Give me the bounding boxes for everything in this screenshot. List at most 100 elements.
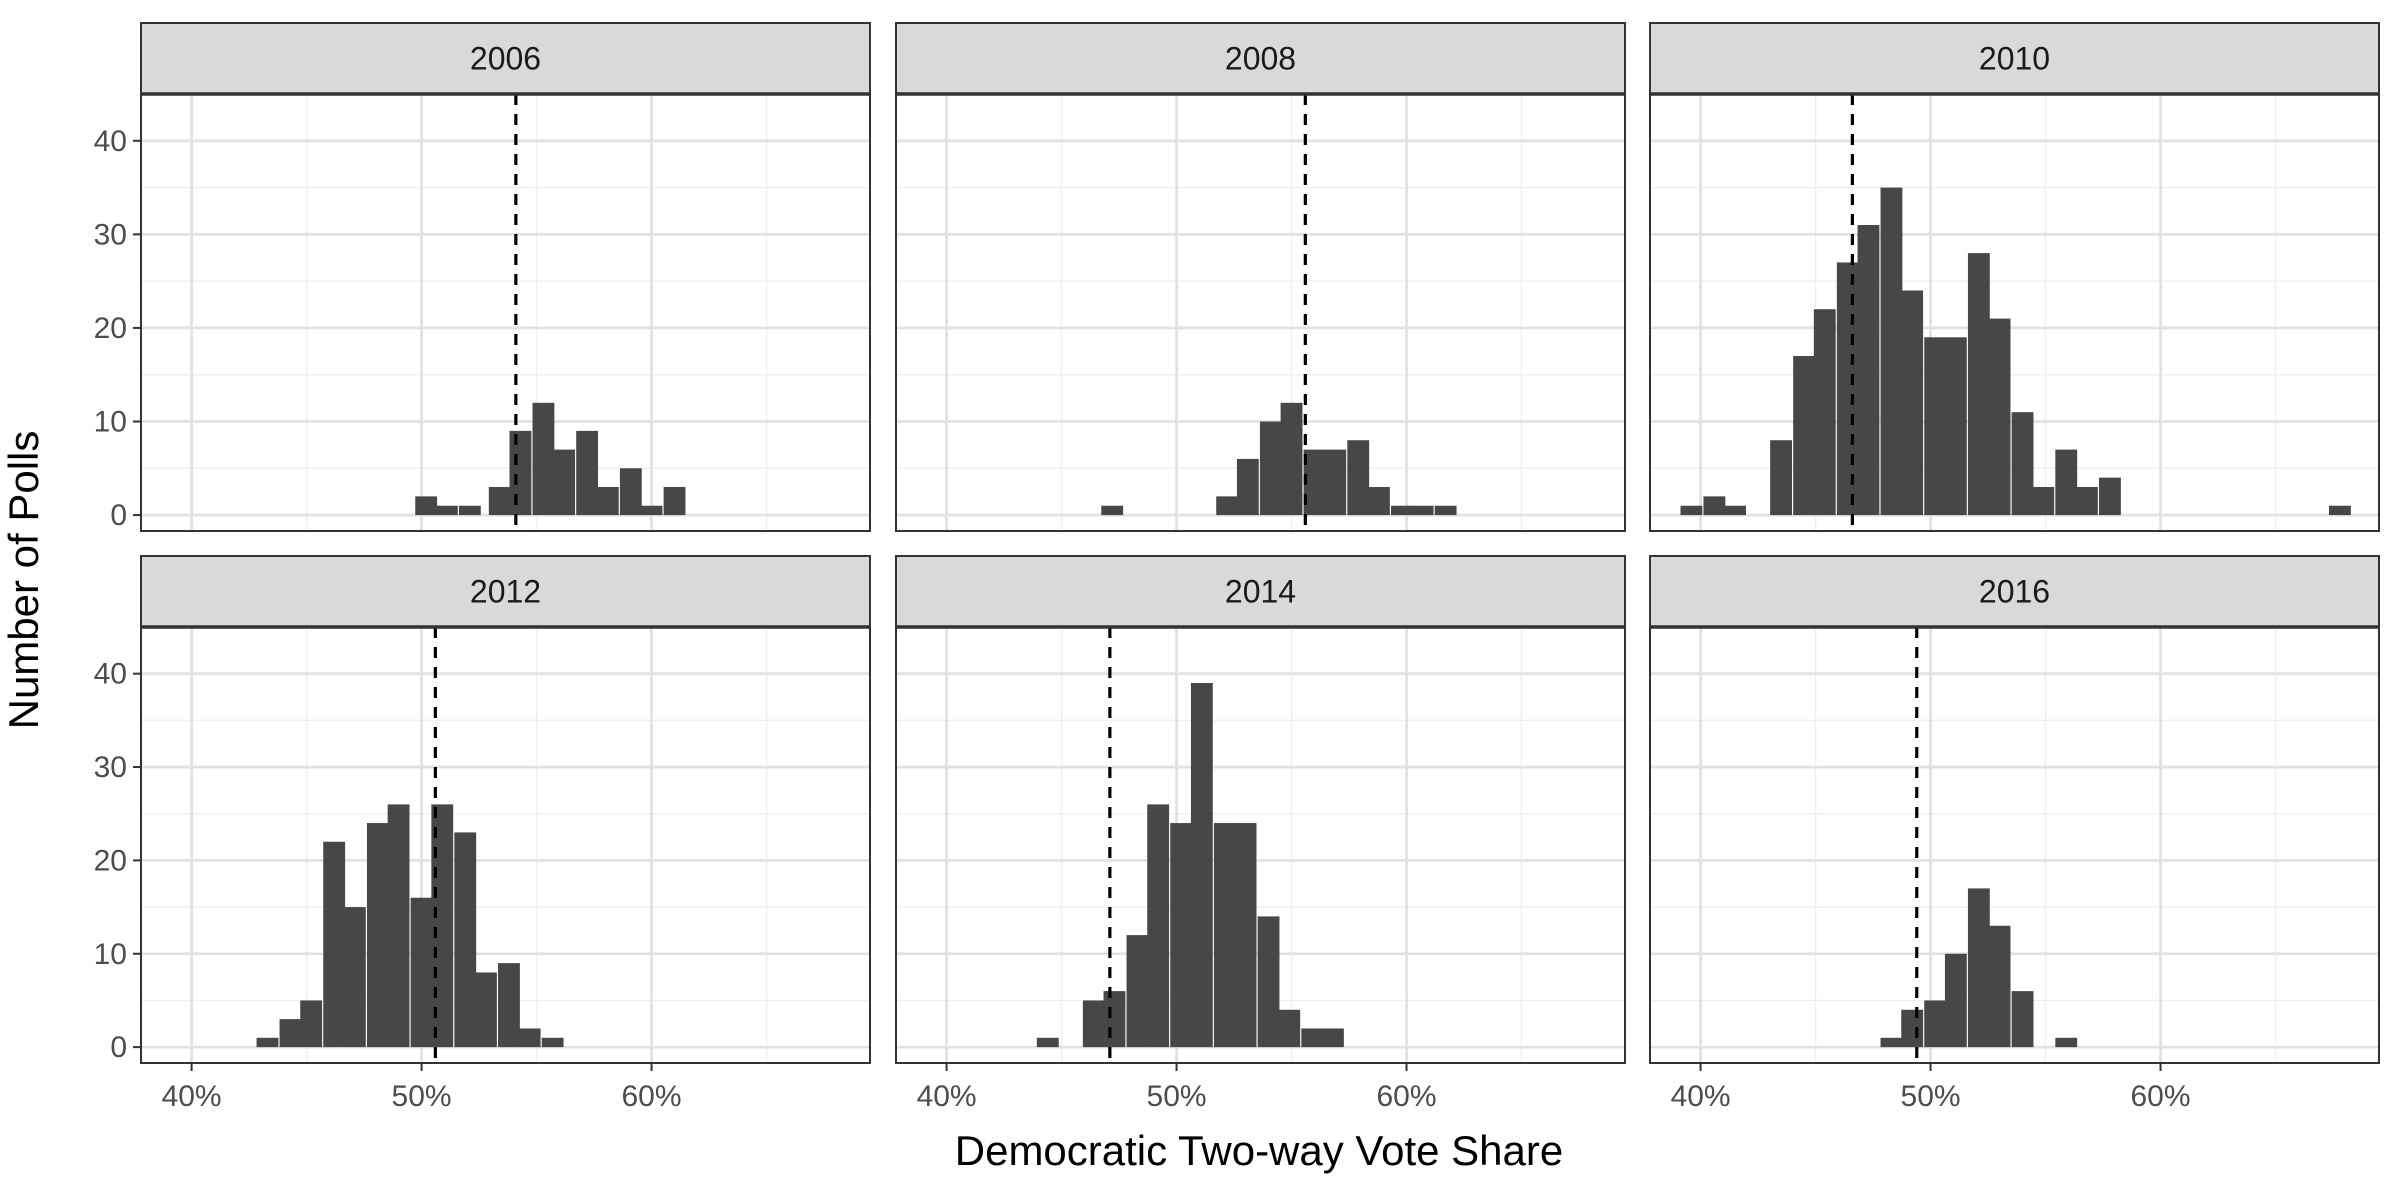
plot-background — [1650, 627, 2379, 1063]
y-axis-title: Number of Polls — [0, 431, 47, 730]
histogram-bar — [1259, 421, 1282, 516]
histogram-bar — [2055, 449, 2078, 516]
facet-panel-2012: 2012 0 10 20 30 40 40% 50% 60% — [94, 555, 871, 1113]
histogram-bar — [1234, 823, 1257, 1048]
histogram-bar — [1924, 1000, 1947, 1048]
x-tick-label: 40% — [917, 1080, 977, 1113]
y-tick-label: 10 — [94, 406, 127, 439]
y-tick-label: 0 — [110, 499, 127, 532]
histogram-bar — [509, 430, 532, 516]
histogram-bar — [1147, 804, 1170, 1048]
histogram-bar — [1236, 458, 1259, 516]
histogram-bar — [1880, 187, 1903, 516]
histogram-bar — [300, 1000, 323, 1048]
facet-strip — [140, 555, 871, 628]
facet-panel-2016: 2016 40% 50% 60% — [1649, 555, 2380, 1113]
histogram-bar — [1278, 1009, 1301, 1048]
x-tick-label: 50% — [1901, 1080, 1961, 1113]
histogram-bar — [1303, 449, 1326, 516]
facet-strip-label: 2012 — [470, 574, 541, 610]
facet-strip — [140, 22, 871, 95]
histogram-bar — [323, 841, 346, 1048]
histogram-bar — [435, 505, 458, 516]
y-tick-label: 30 — [94, 218, 127, 251]
x-tick-label: 50% — [392, 1080, 452, 1113]
plot-background — [141, 94, 870, 531]
histogram-bar — [256, 1037, 279, 1048]
histogram-bar — [410, 897, 433, 1048]
histogram-bar — [458, 505, 481, 516]
histogram-bar — [1434, 505, 1457, 516]
facet-strip-label: 2010 — [1979, 41, 2050, 77]
histogram-bar — [343, 907, 366, 1048]
histogram-bar — [576, 430, 599, 516]
histogram-bar — [1347, 440, 1370, 516]
histogram-bar — [1301, 1028, 1324, 1048]
y-tick-label: 20 — [94, 312, 127, 345]
histogram-bar — [553, 449, 576, 516]
facet-strip — [895, 555, 1626, 628]
histogram-bar — [1967, 253, 1990, 516]
histogram-bar — [1322, 1028, 1344, 1048]
x-tick-label: 60% — [2131, 1080, 2191, 1113]
x-tick-label: 40% — [162, 1080, 222, 1113]
histogram-bar — [1813, 309, 1836, 516]
histogram-bar — [619, 468, 642, 516]
histogram-bar — [1770, 440, 1793, 516]
histogram-bar — [1170, 823, 1193, 1048]
histogram-bar — [1216, 496, 1239, 516]
y-tick-label: 0 — [110, 1031, 127, 1064]
x-tick-label: 60% — [622, 1080, 682, 1113]
y-tick-label: 10 — [94, 938, 127, 971]
histogram-bar — [1036, 1037, 1059, 1048]
histogram-bar — [1213, 823, 1236, 1048]
facet-strip-label: 2016 — [1979, 574, 2050, 610]
histogram-bar — [415, 496, 438, 516]
histogram-bar — [518, 1028, 541, 1048]
histogram-bar — [279, 1019, 302, 1048]
histogram-bar — [366, 823, 389, 1048]
histogram-bar — [1988, 318, 2011, 516]
histogram-bar — [2055, 1037, 2078, 1048]
x-tick-label: 60% — [1377, 1080, 1437, 1113]
facet-strip — [1649, 22, 2380, 95]
y-tick-label: 30 — [94, 751, 127, 784]
facet-panel-2006: 2006 0 10 20 30 40 — [94, 22, 871, 532]
histogram-bar — [2011, 412, 2034, 516]
histogram-bar — [640, 505, 663, 516]
histogram-bar — [1988, 925, 2011, 1048]
histogram-bar — [488, 487, 511, 516]
histogram-bar — [2328, 505, 2351, 516]
histogram-bar — [1967, 888, 1990, 1048]
histogram-bar — [1880, 1037, 1903, 1048]
histogram-bar — [1257, 916, 1280, 1048]
histogram-bar — [596, 487, 619, 516]
histogram-bar — [1857, 225, 1880, 516]
histogram-bar — [1368, 487, 1390, 516]
histogram-bar — [1324, 449, 1347, 516]
histogram-bar — [663, 487, 686, 516]
histogram-bar — [1944, 337, 1967, 516]
histogram-bar — [541, 1037, 564, 1048]
facet-strip — [895, 22, 1626, 95]
histogram-bar — [1724, 505, 1747, 516]
x-tick-label: 40% — [1671, 1080, 1731, 1113]
facet-panel-2008: 2008 — [895, 22, 1626, 532]
histogram-bar — [2032, 487, 2055, 516]
histogram-bar — [1924, 337, 1947, 516]
histogram-bar — [1280, 402, 1303, 516]
histogram-bar — [454, 832, 477, 1048]
x-axis-title: Democratic Two-way Vote Share — [955, 1127, 1564, 1174]
histogram-bar — [1680, 505, 1703, 516]
facet-panel-2010: 2010 — [1649, 22, 2380, 532]
histogram-bar — [2099, 477, 2121, 516]
facet-strip-label: 2006 — [470, 41, 541, 77]
facet-panel-2014: 2014 40% 50% 60% — [895, 555, 1626, 1113]
histogram-bar — [1103, 991, 1126, 1048]
y-tick-label: 40 — [94, 125, 127, 158]
facet-strip-label: 2014 — [1225, 574, 1296, 610]
histogram-bar — [532, 402, 555, 516]
histogram-bar — [431, 804, 454, 1048]
histogram-bar — [1190, 683, 1213, 1048]
